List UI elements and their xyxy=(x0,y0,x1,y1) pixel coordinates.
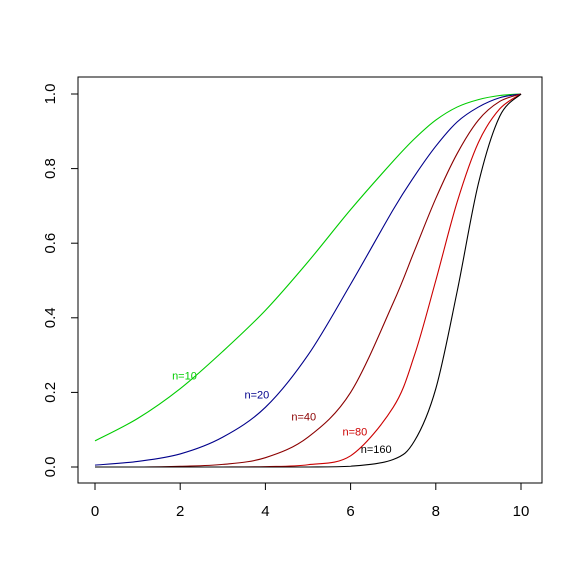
x-tick-label: 2 xyxy=(176,503,184,520)
y-tick-label: 0.4 xyxy=(42,307,59,328)
x-axis: 0 2 4 6 8 10 xyxy=(91,482,530,520)
x-tick-label: 10 xyxy=(513,503,530,520)
y-tick-label: 0.8 xyxy=(42,158,59,179)
curve-label: n=40 xyxy=(291,412,316,424)
annotation-layer: n=10 n=20 n=40 n=80 n=160 xyxy=(172,371,392,456)
x-tick-label: 8 xyxy=(432,503,440,520)
y-tick-label: 0.6 xyxy=(42,233,59,254)
y-axis: 0.0 0.2 0.4 0.6 0.8 1.0 xyxy=(42,84,79,478)
series-line-n-160 xyxy=(94,93,522,468)
series-line-n-40 xyxy=(94,93,522,468)
series-line-n-10 xyxy=(94,93,522,442)
x-tick-label: 0 xyxy=(91,503,99,520)
y-tick-label: 0.2 xyxy=(42,382,59,403)
x-tick-label: 4 xyxy=(261,503,269,520)
curve-label: n=10 xyxy=(172,371,197,383)
x-tick-label: 6 xyxy=(346,503,354,520)
series-layer xyxy=(94,93,522,468)
y-tick-label: 1.0 xyxy=(42,84,59,105)
y-tick-label: 0.0 xyxy=(42,457,59,478)
curve-label: n=160 xyxy=(361,444,392,456)
curve-label: n=20 xyxy=(244,389,269,401)
series-line-n-20 xyxy=(94,93,522,466)
curve-label: n=80 xyxy=(342,427,367,439)
